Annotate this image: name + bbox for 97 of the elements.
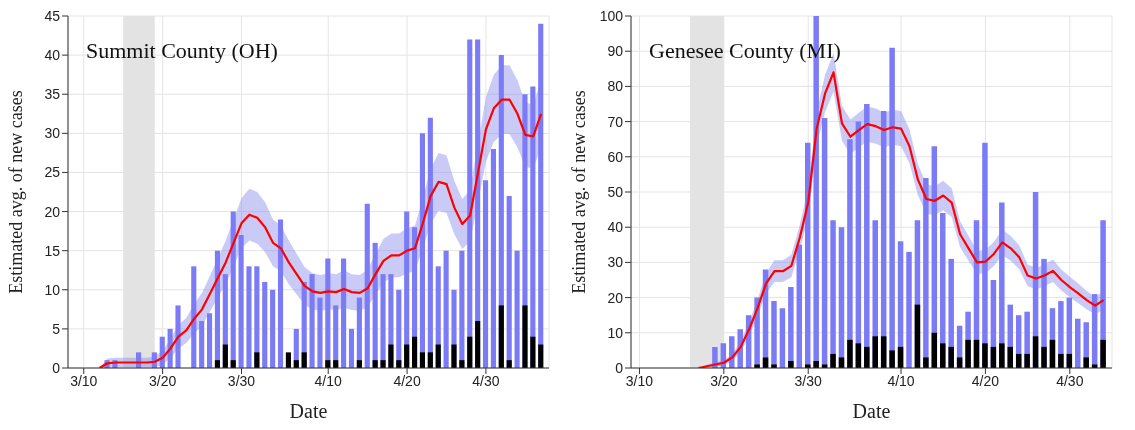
bar: [538, 344, 544, 368]
y-tick-label: 10: [607, 324, 624, 341]
x-tick-label: 3/20: [149, 372, 177, 389]
bar: [404, 344, 410, 368]
y-tick-label: 25: [44, 164, 61, 181]
text: Summit County (OH): [86, 38, 278, 64]
bar: [388, 344, 394, 368]
x-tick-label: 3/20: [710, 372, 738, 389]
y-tick-label: 30: [607, 254, 624, 271]
bar: [301, 352, 307, 368]
x-tick-label: 3/30: [794, 372, 823, 389]
bar: [443, 250, 449, 368]
bar: [965, 339, 971, 368]
y-tick-label: 40: [44, 47, 61, 64]
bar: [277, 219, 284, 368]
bar: [1041, 346, 1047, 368]
bar: [498, 305, 504, 368]
bar: [1058, 353, 1064, 368]
bar: [175, 305, 181, 368]
y-tick-label: 80: [607, 78, 624, 95]
y-axis-title: Estimated avg. of new cases: [6, 90, 27, 294]
bar: [262, 281, 268, 368]
bar: [348, 328, 355, 368]
bar: [522, 305, 528, 368]
y-tick-label: 5: [52, 320, 61, 337]
bar: [754, 364, 760, 368]
bar: [779, 308, 786, 368]
bar: [999, 343, 1005, 368]
bar: [830, 353, 836, 368]
bar: [712, 346, 718, 368]
x-tick-label: 3/10: [625, 372, 654, 389]
bar: [1100, 339, 1106, 368]
y-tick-label: 40: [607, 219, 624, 236]
x-tick-label: 3/10: [70, 372, 98, 389]
x-tick-label: 4/30: [472, 372, 500, 389]
bar: [906, 251, 912, 368]
bar: [514, 250, 520, 368]
y-tick-label: 100: [599, 7, 624, 24]
y-tick-label: 35: [44, 86, 61, 103]
bar: [285, 352, 291, 368]
bar: [1024, 353, 1030, 368]
y-tick-label: 50: [607, 183, 624, 200]
y-tick-label: 0: [52, 359, 61, 376]
y-tick-label: 45: [44, 7, 61, 24]
y-tick-label: 30: [44, 125, 61, 142]
bar: [813, 360, 819, 368]
bar: [729, 336, 735, 368]
bar: [317, 297, 323, 368]
bar: [482, 180, 489, 368]
bar: [467, 336, 473, 368]
bar: [270, 289, 276, 368]
bar: [238, 235, 244, 368]
x-tick-label: 4/10: [887, 372, 915, 389]
y-tick-label: 20: [44, 203, 61, 220]
bar: [847, 339, 853, 368]
bar: [427, 352, 433, 368]
y-tick-label: 0: [615, 359, 624, 376]
y-tick-label: 60: [607, 148, 624, 165]
bar: [222, 344, 228, 368]
bar: [788, 360, 794, 368]
bar: [380, 360, 386, 368]
bar: [475, 321, 481, 368]
bar: [490, 148, 496, 368]
bar: [864, 346, 870, 368]
y-tick-label: 20: [607, 289, 624, 306]
bar: [246, 266, 252, 368]
bar: [199, 321, 205, 368]
x-tick-label: 4/20: [971, 372, 1000, 389]
bar: [309, 274, 315, 368]
bar: [771, 364, 777, 368]
bar: [451, 344, 457, 368]
y-tick-label: 90: [607, 43, 624, 60]
y-tick-label: 15: [44, 242, 61, 259]
bar: [1083, 357, 1089, 368]
bar: [254, 352, 260, 368]
x-tick-label: 4/10: [314, 372, 343, 389]
bar: [206, 313, 213, 368]
x-tick-label: 3/30: [227, 372, 256, 389]
x-axis-title: Date: [852, 400, 891, 422]
bar: [191, 266, 197, 368]
y-tick-label: 70: [607, 113, 624, 130]
y-axis-title: Estimated avg. of new cases: [569, 90, 590, 294]
x-axis-title: Date: [289, 400, 328, 422]
bar: [923, 357, 929, 368]
bar: [364, 203, 370, 368]
bar: [419, 352, 426, 368]
x-tick-label: 4/20: [393, 372, 421, 389]
bar: [341, 258, 347, 368]
bar: [1075, 318, 1081, 368]
bar: [412, 336, 418, 368]
bar: [530, 336, 536, 368]
y-tick-label: 10: [44, 281, 61, 298]
bar: [889, 350, 895, 368]
x-tick-label: 4/30: [1056, 372, 1084, 389]
bar: [435, 344, 441, 368]
bar: [982, 343, 988, 368]
bar: [948, 346, 954, 368]
